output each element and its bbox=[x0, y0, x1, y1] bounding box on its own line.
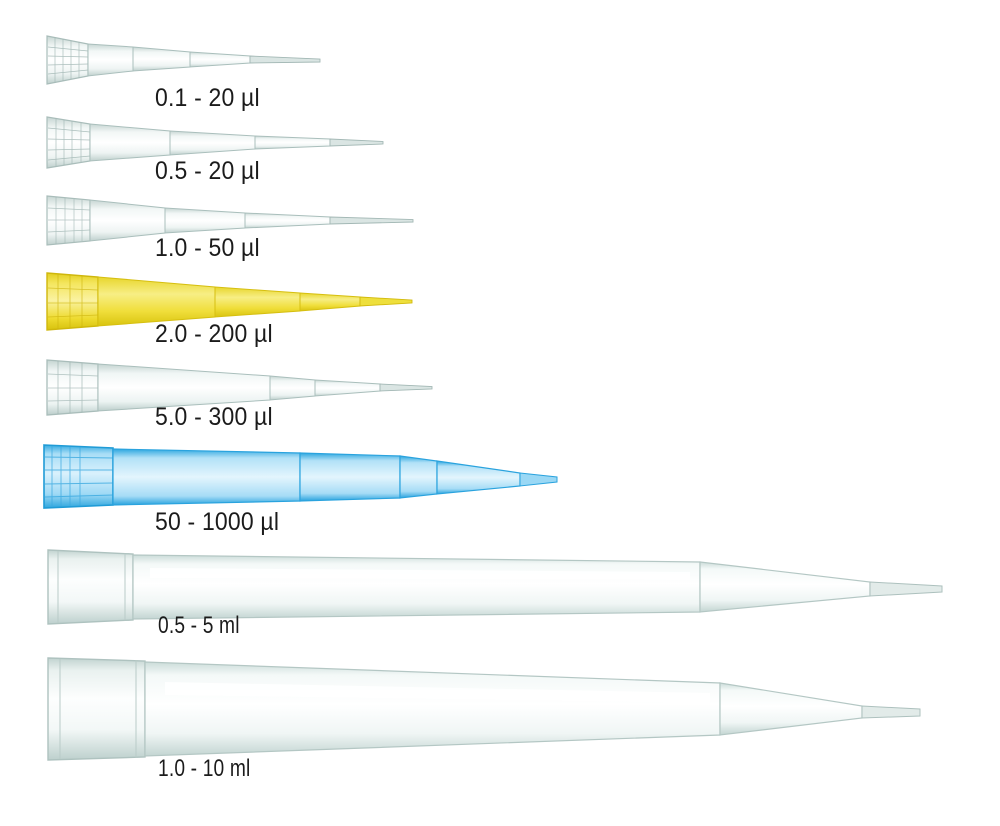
tip-row-3: 2.0 - 200 µl bbox=[0, 0, 1000, 350]
tip-graphic-5 bbox=[43, 444, 558, 509]
tip-graphic-3 bbox=[46, 272, 413, 331]
tip-label-1: 0.5 - 20 µl bbox=[155, 157, 260, 185]
tip-row-0: 0.1 - 20 µl bbox=[0, 0, 1000, 112]
tip-graphic-2 bbox=[46, 195, 414, 246]
tip-row-2: 1.0 - 50 µl bbox=[0, 0, 1000, 270]
tip-graphic-6 bbox=[47, 549, 943, 625]
tip-graphic-0 bbox=[46, 35, 321, 85]
tip-label-5: 50 - 1000 µl bbox=[155, 508, 280, 536]
tip-graphic-4 bbox=[46, 359, 433, 416]
tip-row-1: 0.5 - 20 µl bbox=[0, 0, 1000, 200]
tip-label-0: 0.1 - 20 µl bbox=[155, 84, 260, 112]
tip-graphic-1 bbox=[46, 116, 384, 169]
tip-label-3: 2.0 - 200 µl bbox=[155, 320, 273, 348]
tip-label-4: 5.0 - 300 µl bbox=[155, 403, 273, 431]
tip-row-4: 5.0 - 300 µl bbox=[46, 359, 433, 431]
tip-label-2: 1.0 - 50 µl bbox=[155, 234, 260, 262]
tip-row-5: 50 - 1000 µl bbox=[43, 444, 558, 536]
tip-row-6: 0.5 - 5 ml bbox=[47, 549, 943, 639]
tip-label-6: 0.5 - 5 ml bbox=[158, 612, 240, 639]
tip-label-7: 1.0 - 10 ml bbox=[158, 755, 251, 782]
